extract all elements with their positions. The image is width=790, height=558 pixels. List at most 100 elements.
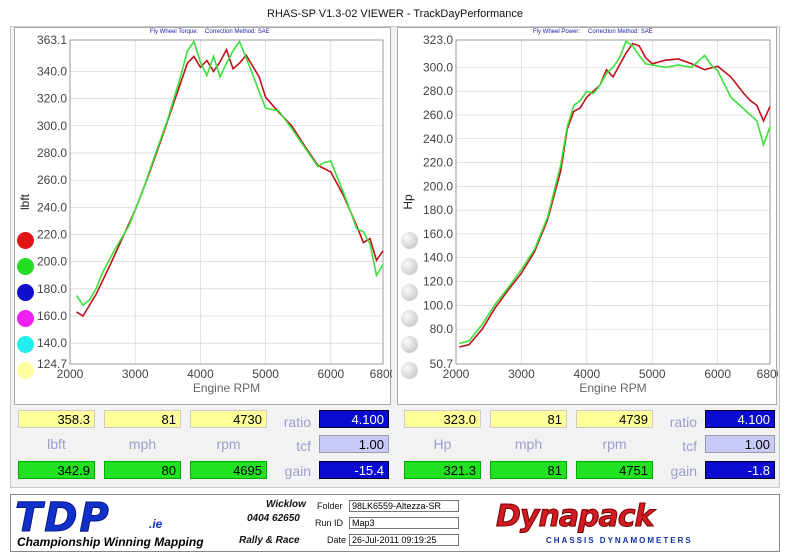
legend-run-5-swatch[interactable] [401,336,418,353]
plot-area [455,39,771,365]
run-id-label: Run ID [315,518,344,528]
y-tick-label: 180.0 [37,282,67,296]
ratio-label: ratio [669,414,697,430]
phone-text: 0404 62650 [247,513,300,524]
y-tick-label: 220.0 [37,227,67,241]
chart-subtitle-b: Correction Method: SAE [205,29,270,35]
legend-run-1-swatch[interactable] [17,232,34,249]
ratio-value: 4.100 [705,410,775,428]
y-tick-label: 160.0 [37,309,67,323]
x-tick-label: 5000 [639,367,666,381]
slogan: Championship Winning Mapping [17,535,204,549]
rally-text: Rally & Race [239,535,300,546]
dynapack-logo: Dynapack [496,499,656,535]
folder-field: 98LK6559-Altezza-SR [349,500,459,512]
top-readout-rpm: 4739 [576,410,653,428]
folder-label: Folder [317,501,343,511]
ratio-value: 4.100 [319,410,389,428]
unit-label-lbft: lbft [47,436,66,452]
legend-run-2-swatch[interactable] [17,258,34,275]
y-axis-label: lbft [18,193,32,210]
y-tick-label: 140.0 [423,251,453,265]
y-axis-label: Hp [401,194,415,210]
chart-subtitle-a: Fly Wheel Torque: [150,29,199,35]
unit-label-rpm: rpm [216,436,241,452]
top-readout-Hp: 323.0 [404,410,481,428]
y-tick-label: 260.0 [37,173,67,187]
legend-run-6-swatch[interactable] [401,362,418,379]
tdp-logo-suffix: .ie [149,517,163,531]
gain-label: gain [670,463,697,479]
y-tick-label: 320.0 [37,92,67,106]
y-tick-label: 300.0 [423,60,453,74]
power-chart-panel: Fly Wheel Power: Correction Method: SAE 20… [397,27,784,405]
tcf-value: 1.00 [319,435,389,453]
x-axis-label: Engine RPM [193,381,260,395]
plot-area [69,39,384,365]
y-tick-label: 323.0 [423,33,453,47]
legend-run-6-swatch[interactable] [17,362,34,379]
y-tick-label: 140.0 [37,336,67,350]
legend-run-4-swatch[interactable] [401,310,418,327]
unit-label-rpm: rpm [602,436,627,452]
torque-chart-panel: Fly Wheel Torque: Correction Method: SAE 2… [14,27,397,405]
chart-subtitle-a: Fly Wheel Power: [533,29,580,35]
legend-run-3-swatch[interactable] [17,284,34,301]
y-tick-label: 240.0 [423,132,453,146]
y-tick-label: 280.0 [37,146,67,160]
unit-label-Hp: Hp [433,436,452,452]
tcf-label: tcf [682,438,697,454]
series-line-1 [459,42,771,348]
x-tick-label: 4000 [573,367,600,381]
y-tick-label: 220.0 [423,156,453,170]
y-tick-label: 180.0 [423,203,453,217]
dyno-frame: Fly Wheel Torque: Correction Method: SAE 2… [10,26,784,488]
y-tick-label: 340.0 [37,64,67,78]
bottom-readout-Hp: 321.3 [404,461,481,479]
legend-run-3-swatch[interactable] [401,284,418,301]
top-readout-mph: 81 [104,410,181,428]
tcf-label: tcf [296,438,311,454]
y-tick-label: 120.0 [423,275,453,289]
chart-subtitle-b: Correction Method: SAE [588,29,653,35]
tcf-value: 1.00 [705,435,775,453]
x-tick-label: 6800 [370,367,392,381]
legend-run-5-swatch[interactable] [17,336,34,353]
dynapack-subtitle: CHASSIS DYNAMOMETERS [546,536,693,545]
legend-run-4-swatch[interactable] [17,310,34,327]
bottom-readout-mph: 81 [490,461,567,479]
x-tick-label: 4000 [187,367,214,381]
bottom-readout-lbft: 342.9 [18,461,95,479]
x-tick-label: 5000 [252,367,279,381]
x-tick-label: 6000 [704,367,731,381]
x-tick-label: 6000 [317,367,344,381]
top-readout-lbft: 358.3 [18,410,95,428]
y-tick-label: 80.0 [430,322,454,336]
bottom-readout-mph: 80 [104,461,181,479]
run-id-field: Map3 [349,517,459,529]
location-text: Wicklow [266,499,306,510]
x-axis-label: Engine RPM [579,381,646,395]
gain-value: -15.4 [319,461,389,479]
x-tick-label: 3000 [508,367,535,381]
y-tick-label: 300.0 [37,119,67,133]
y-tick-label: 200.0 [423,179,453,193]
series-line-1 [76,47,384,318]
y-tick-label: 160.0 [423,227,453,241]
gain-label: gain [284,463,311,479]
series-line-2 [459,39,771,345]
power-chart: Fly Wheel Power: Correction Method: SAE 20… [401,29,784,395]
footer-bar: TDP .ie Championship Winning Mapping Wic… [10,494,780,552]
legend-run-1-swatch[interactable] [401,232,418,249]
x-tick-label: 6800 [757,367,778,381]
date-field: 26-Jul-2011 09:19:25 [349,534,459,546]
legend-run-2-swatch[interactable] [401,258,418,275]
y-tick-label: 363.1 [37,33,67,47]
ratio-label: ratio [283,414,311,430]
y-tick-label: 124.7 [37,357,67,371]
y-tick-label: 100.0 [423,298,453,312]
top-readout-rpm: 4730 [190,410,267,428]
top-readout-mph: 81 [490,410,567,428]
unit-label-mph: mph [514,436,543,452]
unit-label-mph: mph [128,436,157,452]
